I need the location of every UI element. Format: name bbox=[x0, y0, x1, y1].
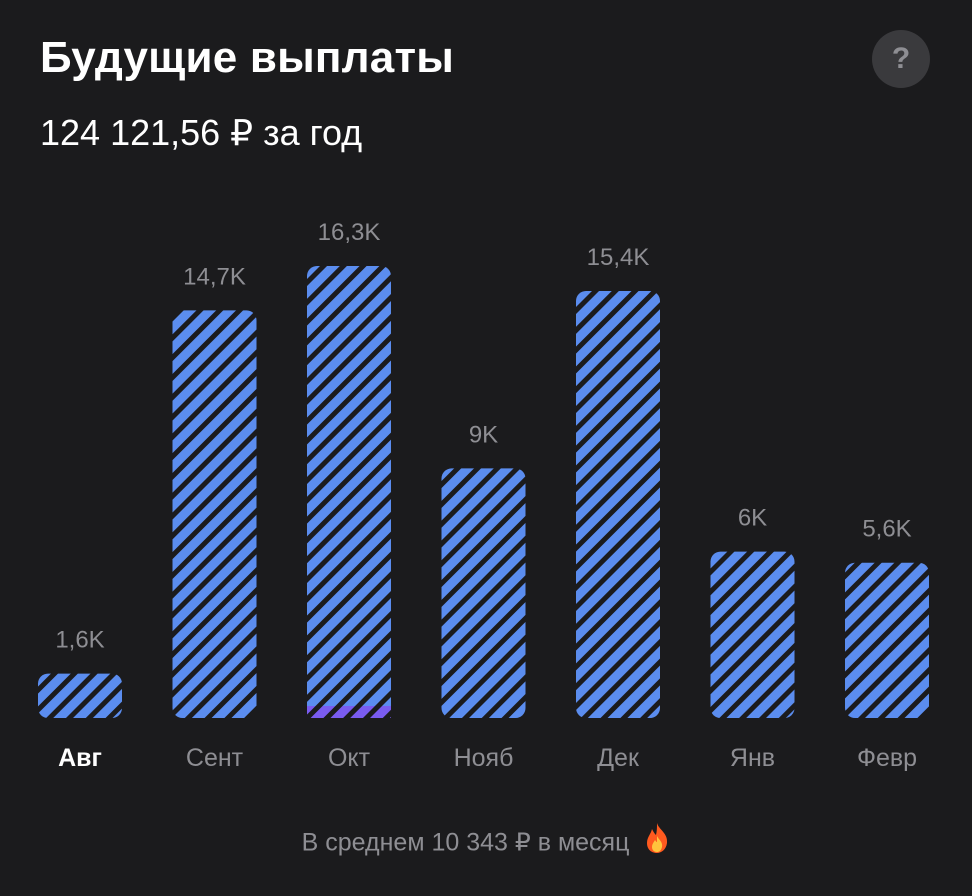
bar-1[interactable] bbox=[172, 310, 257, 718]
month-label[interactable]: Окт bbox=[328, 744, 371, 772]
month-label[interactable]: Авг bbox=[58, 744, 102, 772]
annual-total: 124 121,56 ₽ за год bbox=[40, 112, 363, 153]
value-label: 14,7K bbox=[183, 263, 246, 290]
bar-2[interactable] bbox=[307, 266, 391, 718]
month-label[interactable]: Сент bbox=[186, 744, 244, 772]
bar-6[interactable] bbox=[845, 562, 929, 718]
monthly-average: В среднем 10 343 ₽ в месяц bbox=[0, 822, 972, 866]
help-button[interactable]: ? bbox=[872, 30, 930, 88]
bar-accent-segment bbox=[307, 706, 391, 718]
value-label: 5,6K bbox=[862, 516, 911, 543]
month-label[interactable]: Февр bbox=[857, 744, 917, 772]
bar-4[interactable] bbox=[576, 290, 660, 718]
bar-3[interactable] bbox=[441, 468, 526, 718]
value-label: 16,3K bbox=[318, 219, 381, 246]
bar-5[interactable] bbox=[710, 551, 795, 718]
payouts-bar-chart: 1,6K Авг 14,7K Сент 16,3K Окт 9K Нояб 15,4K Дек 6K… bbox=[38, 219, 929, 772]
bar-0[interactable] bbox=[38, 673, 122, 718]
page-title: Будущие выплаты bbox=[40, 33, 454, 82]
value-label: 6K bbox=[738, 505, 767, 532]
month-label[interactable]: Нояб bbox=[454, 744, 514, 772]
value-label: 1,6K bbox=[55, 627, 104, 654]
month-label[interactable]: Дек bbox=[597, 744, 640, 772]
value-label: 9K bbox=[469, 421, 498, 448]
fire-icon bbox=[644, 822, 670, 866]
monthly-average-text: В среднем 10 343 ₽ в месяц bbox=[301, 828, 630, 857]
value-label: 15,4K bbox=[587, 244, 650, 271]
month-label[interactable]: Янв bbox=[730, 744, 775, 772]
